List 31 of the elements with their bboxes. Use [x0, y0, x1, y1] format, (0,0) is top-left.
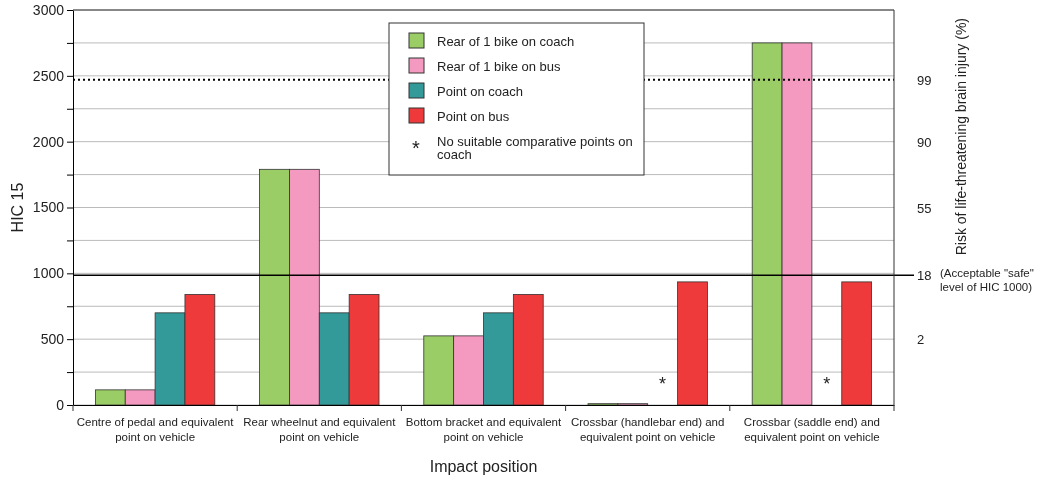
- text: 90: [917, 134, 932, 150]
- text: 99: [917, 72, 932, 88]
- y-tick-label: 1000: [32, 265, 65, 282]
- y-tick-label: 500: [40, 331, 65, 348]
- legend-label: Rear of 1 bike on bus: [437, 59, 562, 74]
- ref-line-label: (Acceptable "safe" level of HIC 1000): [940, 267, 1034, 294]
- annotation: No suitable comparative points on coach: [437, 134, 633, 162]
- x-tick-label: Crossbar (saddle end) and equivalent point on vehicle: [743, 416, 880, 443]
- text: *: [412, 137, 420, 159]
- text: 2: [917, 332, 925, 348]
- text: 18: [917, 268, 932, 284]
- text: 55: [917, 200, 932, 216]
- x-tick-label: Crossbar (handlebar end) and equivalent point on vehicle: [570, 416, 725, 443]
- x-tick-label: Bottom bracket and equivalent point on vehicle: [405, 416, 562, 443]
- y-tick-label: 0: [56, 396, 65, 413]
- annotation: *: [823, 374, 831, 394]
- bar: [677, 281, 708, 406]
- legend-label: Rear of 1 bike on coach: [437, 34, 575, 49]
- x-tick-label: Centre of pedal and equivalent point on vehicle: [76, 416, 235, 443]
- legend-label: Point on bus: [437, 109, 510, 124]
- x-tick-label: Rear wheelnut and equivalent point on vehicle: [243, 416, 397, 443]
- y-tick-label: 2500: [32, 67, 65, 84]
- y-tick-label: 3000: [32, 1, 65, 18]
- y2-axis-title: Risk of life-threatening brain injury (%): [953, 18, 969, 256]
- y-tick-label: 1500: [32, 199, 65, 216]
- x-axis-title: Impact position: [429, 458, 538, 475]
- bar: [841, 281, 873, 406]
- annotation: *: [659, 374, 667, 394]
- legend-label: Point on coach: [437, 84, 524, 99]
- y-tick-label: 2000: [32, 133, 65, 150]
- y-axis-title: HIC 15: [9, 182, 26, 233]
